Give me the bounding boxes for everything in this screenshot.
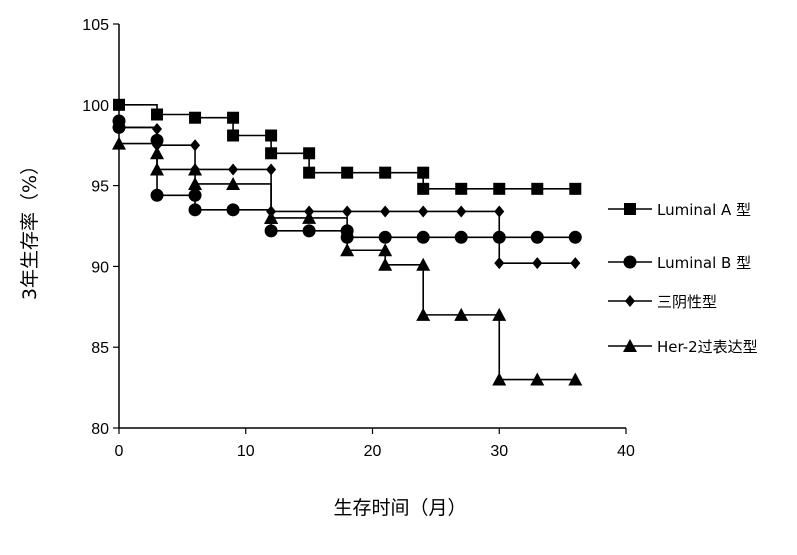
series-4 bbox=[112, 136, 583, 386]
series-2 bbox=[112, 114, 582, 244]
y-tick-label: 105 bbox=[82, 17, 109, 34]
data-point bbox=[378, 230, 392, 244]
legend-label: 三阴性型 bbox=[657, 293, 717, 311]
x-tick-label: 30 bbox=[490, 443, 508, 460]
data-point bbox=[266, 163, 277, 176]
data-point bbox=[152, 123, 163, 136]
data-point bbox=[492, 372, 507, 386]
data-point bbox=[113, 98, 125, 111]
data-point bbox=[190, 139, 201, 152]
data-point bbox=[378, 243, 393, 257]
data-point bbox=[493, 182, 506, 195]
data-point bbox=[568, 230, 582, 244]
data-point bbox=[532, 257, 543, 270]
data-point bbox=[150, 188, 164, 202]
data-point bbox=[416, 230, 430, 244]
data-point bbox=[456, 205, 467, 218]
data-point bbox=[568, 372, 583, 386]
series-3 bbox=[114, 121, 581, 270]
data-point bbox=[417, 182, 430, 195]
legend-marker bbox=[623, 255, 637, 269]
legend-marker bbox=[623, 339, 637, 352]
data-point bbox=[264, 210, 279, 224]
data-point bbox=[494, 205, 505, 218]
legend-item: Luminal A 型 bbox=[608, 201, 751, 219]
data-point bbox=[189, 111, 202, 124]
y-axis-title: 3年生存率（%） bbox=[19, 156, 41, 300]
data-point bbox=[531, 182, 544, 195]
series-line bbox=[119, 142, 576, 381]
data-point bbox=[188, 176, 203, 190]
data-point bbox=[341, 166, 354, 179]
data-point bbox=[150, 162, 165, 176]
x-axis-title: 生存时间（月） bbox=[333, 497, 466, 519]
data-point bbox=[454, 230, 468, 244]
series-layer bbox=[112, 98, 583, 386]
y-tick-label: 100 bbox=[82, 98, 109, 115]
data-point bbox=[303, 166, 316, 179]
y-tick-label: 90 bbox=[91, 259, 109, 276]
data-point bbox=[455, 182, 468, 195]
data-point bbox=[265, 129, 278, 142]
data-point bbox=[227, 111, 240, 124]
data-point bbox=[226, 203, 240, 217]
x-tick-label: 20 bbox=[364, 443, 382, 460]
data-point bbox=[302, 210, 317, 224]
y-tick-label: 85 bbox=[91, 340, 109, 357]
data-point bbox=[112, 136, 126, 150]
data-point bbox=[569, 182, 582, 195]
y-tick-label: 80 bbox=[91, 421, 109, 438]
data-point bbox=[418, 205, 429, 218]
data-point bbox=[492, 307, 507, 321]
data-point bbox=[303, 147, 316, 160]
legend-label: Luminal A 型 bbox=[657, 201, 751, 219]
x-tick-label: 40 bbox=[617, 443, 635, 460]
data-point bbox=[454, 307, 469, 321]
series-1 bbox=[113, 98, 582, 195]
data-point bbox=[188, 162, 203, 176]
data-point bbox=[494, 257, 505, 270]
data-point bbox=[379, 166, 392, 179]
legend-marker bbox=[624, 203, 636, 215]
data-point bbox=[226, 176, 241, 190]
data-point bbox=[150, 146, 165, 160]
x-tick-label: 0 bbox=[115, 443, 124, 460]
data-point bbox=[416, 307, 431, 321]
legend-label: Luminal B 型 bbox=[657, 254, 751, 272]
data-point bbox=[530, 372, 545, 386]
data-point bbox=[416, 257, 431, 271]
legend-item: 三阴性型 bbox=[608, 293, 717, 311]
data-point bbox=[340, 243, 355, 257]
data-point bbox=[530, 230, 544, 244]
data-point bbox=[114, 121, 124, 134]
data-point bbox=[188, 188, 202, 202]
data-point bbox=[378, 257, 393, 271]
data-point bbox=[151, 108, 164, 121]
legend-marker bbox=[625, 295, 635, 307]
axes: 80 85 90 95 100 105 0 10 20 30 40 bbox=[82, 17, 635, 460]
x-tick-label: 10 bbox=[237, 443, 255, 460]
y-tick-label: 95 bbox=[91, 179, 109, 196]
data-point bbox=[188, 203, 202, 217]
data-point bbox=[228, 163, 239, 176]
data-point bbox=[302, 224, 316, 238]
data-point bbox=[342, 205, 353, 218]
data-point bbox=[417, 166, 430, 179]
data-point bbox=[570, 257, 581, 270]
legend-item: Luminal B 型 bbox=[608, 254, 751, 272]
data-point bbox=[380, 205, 391, 218]
legend-label: Her-2过表达型 bbox=[657, 338, 758, 356]
data-point bbox=[227, 129, 240, 142]
data-point bbox=[264, 224, 278, 238]
data-point bbox=[265, 147, 278, 160]
legend-item: Her-2过表达型 bbox=[608, 338, 758, 356]
